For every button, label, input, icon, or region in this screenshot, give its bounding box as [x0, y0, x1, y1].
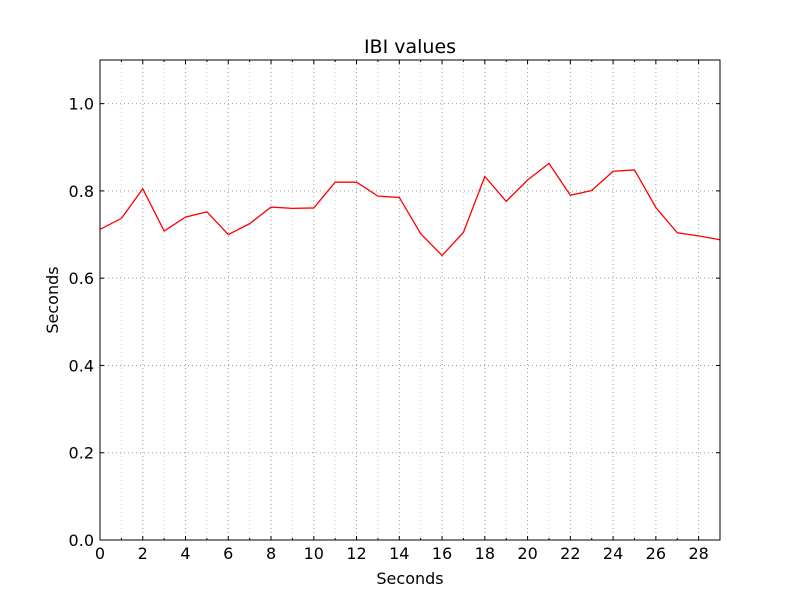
x-tick-label: 24	[603, 544, 623, 563]
x-tick-label: 6	[223, 544, 233, 563]
x-tick-label: 0	[95, 544, 105, 563]
y-axis-label: Seconds	[43, 266, 62, 333]
y-tick-label: 0.0	[69, 531, 94, 550]
x-tick-label: 10	[304, 544, 324, 563]
y-tick-label: 0.2	[69, 444, 94, 463]
series-layer	[99, 162, 721, 257]
x-tick-label: 16	[432, 544, 452, 563]
x-tick-label: 22	[560, 544, 580, 563]
x-tick-label: 8	[266, 544, 276, 563]
y-tick-label: 1.0	[69, 95, 94, 114]
y-tick-label: 0.6	[69, 269, 94, 288]
x-tick-label: 18	[475, 544, 495, 563]
grid	[100, 60, 720, 540]
x-tick-label: 26	[646, 544, 666, 563]
x-axis-label: Seconds	[376, 569, 443, 588]
x-tick-label: 14	[389, 544, 409, 563]
x-tick-label: 28	[688, 544, 708, 563]
y-tick-label: 0.4	[69, 356, 94, 375]
x-tick-label: 4	[180, 544, 190, 563]
chart-title: IBI values	[364, 36, 456, 58]
plot-frame	[99, 59, 721, 541]
x-tick-label: 12	[346, 544, 366, 563]
x-tick-label: 20	[517, 544, 537, 563]
ticks: 0 2 4 6 8 10 12 14 16 18 20 22 24 26 280.00.20.40.60.8…	[69, 60, 720, 563]
series-line	[99, 162, 721, 257]
y-tick-label: 0.8	[69, 182, 94, 201]
x-tick-label: 2	[138, 544, 148, 563]
